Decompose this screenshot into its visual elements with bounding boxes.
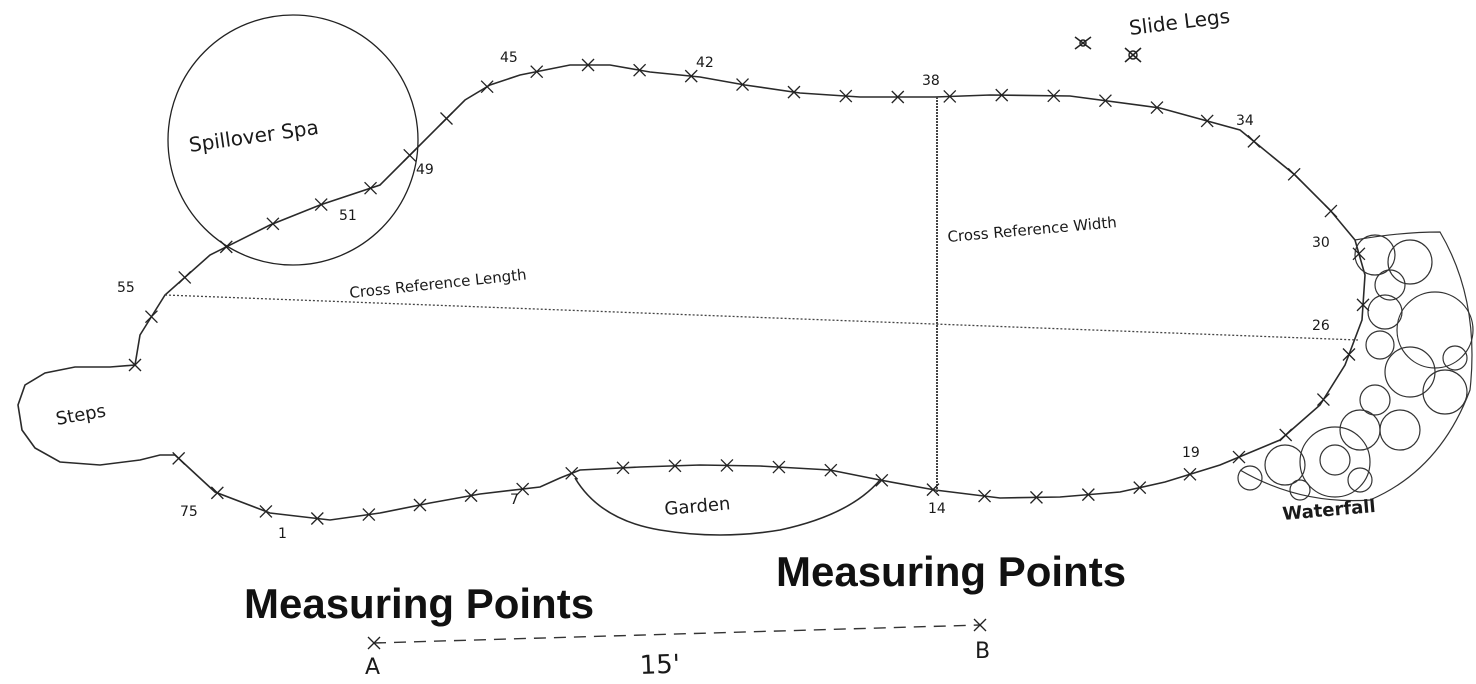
measuring-mark [1352, 247, 1366, 261]
measuring-mark [581, 58, 595, 72]
measuring-mark [1200, 114, 1214, 128]
slide-leg-markers [1074, 36, 1142, 63]
point-label-51: 51 [339, 208, 357, 224]
point-label-1: 1 [278, 526, 287, 542]
steps-outline [17, 364, 175, 466]
point-label-42: 42 [696, 55, 714, 71]
measuring-mark [310, 512, 324, 525]
measuring-mark [266, 217, 280, 231]
measuring-mark [1133, 481, 1147, 495]
measuring-mark [480, 80, 494, 94]
point-label-7: 7 [510, 492, 519, 508]
measuring-mark [565, 466, 579, 480]
measuring-mark [259, 504, 273, 518]
measuring-mark [1081, 488, 1095, 502]
waterfall-rocks [1237, 231, 1474, 502]
point-label-19: 19 [1182, 445, 1200, 461]
garden-outline [574, 477, 881, 536]
waterfall-label: Waterfall [1282, 496, 1377, 525]
measuring-mark [1047, 89, 1061, 103]
measuring-mark [172, 451, 186, 465]
measuring-mark [616, 461, 630, 475]
spillover-spa [167, 14, 419, 266]
measuring-mark [403, 148, 417, 162]
measuring-mark [144, 310, 158, 324]
steps-label: Steps [54, 400, 107, 429]
measuring-mark [440, 112, 453, 125]
measuring-mark [219, 240, 233, 254]
baseline-line [373, 624, 981, 644]
baseline-point-a: A [365, 655, 380, 679]
measuring-mark [995, 88, 1009, 102]
measuring-mark [1342, 348, 1356, 361]
measuring-mark [684, 69, 698, 83]
point-label-75: 75 [180, 504, 198, 520]
measuring-mark [1324, 204, 1338, 218]
measuring-mark [1150, 101, 1164, 115]
cross-reference-length-label: Cross Reference Length [349, 265, 528, 302]
measuring-mark [633, 63, 647, 77]
measuring-mark [875, 473, 889, 487]
measuring-mark [772, 460, 786, 474]
garden-label: Garden [664, 493, 732, 520]
measuring-mark [943, 90, 957, 103]
measuring-mark [530, 65, 544, 79]
measuring-mark [1247, 134, 1261, 148]
measuring-mark [362, 508, 376, 522]
measuring-mark [978, 489, 992, 503]
point-label-45: 45 [500, 50, 518, 66]
measuring-mark [178, 270, 192, 284]
measuring-mark [787, 85, 801, 99]
measuring-mark [413, 498, 427, 512]
measuring-mark [314, 198, 328, 212]
point-label-49: 49 [416, 162, 434, 178]
measuring-points-heading: Measuring Points [776, 548, 1127, 595]
measuring-mark [128, 358, 142, 372]
measuring-mark [891, 90, 905, 104]
measuring-mark [1098, 94, 1112, 108]
point-label-30: 30 [1312, 235, 1330, 251]
baseline-point-b: B [975, 639, 990, 664]
cross-reference-length-line [164, 294, 1359, 341]
measuring-mark [824, 463, 838, 477]
measuring-mark [1183, 467, 1197, 481]
point-label-14: 14 [928, 501, 946, 517]
baseline-distance: 15' [639, 650, 680, 679]
measuring-mark [1232, 450, 1246, 464]
measuring-mark [464, 489, 478, 503]
measuring-points-heading: Measuring Points [244, 580, 595, 627]
measuring-mark [1356, 298, 1370, 312]
pool-outline [134, 64, 1366, 521]
point-label-26: 26 [1312, 318, 1330, 334]
measuring-mark [364, 181, 378, 195]
measuring-mark [516, 482, 530, 496]
point-label-38: 38 [922, 73, 940, 89]
measuring-mark [1029, 490, 1043, 504]
measuring-mark [1287, 167, 1301, 181]
measuring-mark [926, 483, 940, 497]
measuring-mark [210, 486, 224, 500]
spa-label: Spillover Spa [187, 115, 320, 157]
measuring-mark [1279, 428, 1293, 442]
measuring-mark [839, 89, 853, 103]
cross-reference-width-label: Cross Reference Width [947, 213, 1118, 246]
measuring-mark [668, 459, 682, 473]
measuring-mark [1316, 393, 1330, 407]
measuring-mark [736, 78, 749, 92]
measuring-mark [720, 458, 734, 472]
point-label-34: 34 [1236, 113, 1254, 129]
point-label-55: 55 [117, 280, 135, 296]
slide-legs-label: Slide Legs [1128, 4, 1232, 40]
measuring-marks [128, 58, 1370, 525]
